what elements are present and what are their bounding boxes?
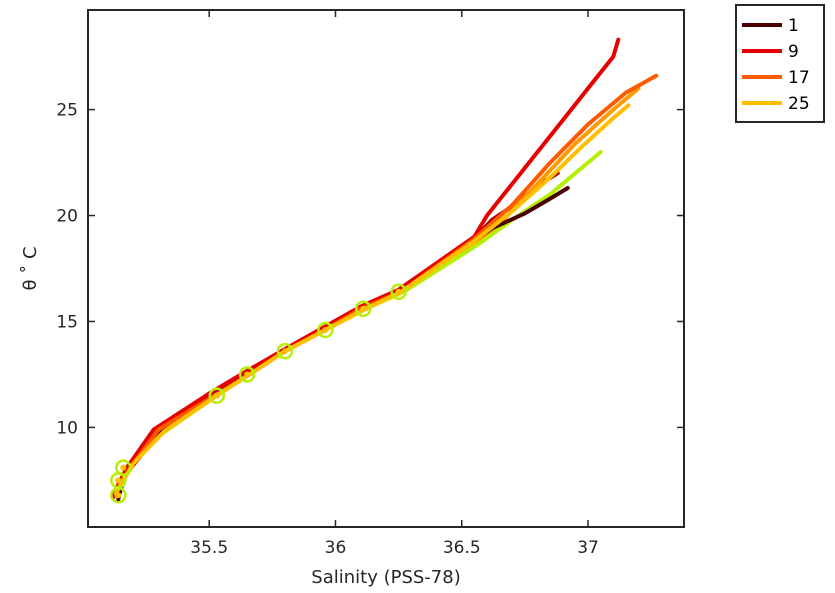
- series-line-25: [113, 103, 631, 496]
- series-line-1: [116, 186, 570, 502]
- x-axis-label: Salinity (PSS-78): [311, 567, 460, 588]
- series-layer: [111, 37, 659, 502]
- x-tick-label: 36: [325, 538, 347, 558]
- bottle-marker-dot-7: [322, 326, 329, 333]
- bottle-marker-6: [276, 342, 294, 360]
- x-tick-label: 37: [577, 538, 599, 558]
- bottle-marker-dot-4: [213, 392, 220, 399]
- profile-line-2: [113, 86, 641, 498]
- x-tick-label: 35.5: [190, 538, 228, 558]
- x-tick-label: 36.5: [443, 538, 481, 558]
- bottle-marker-8: [355, 300, 372, 318]
- bottle-marker-5: [238, 366, 256, 383]
- bottle-marker-7: [317, 321, 334, 339]
- axes-box: [87, 9, 685, 528]
- legend-label-17: 17: [788, 68, 810, 88]
- y-tick-label: 15: [56, 312, 78, 332]
- bottle-marker-dot-2: [115, 477, 122, 484]
- tick-layer: 35.5 36 36.5 37 10 15 20 25: [56, 10, 684, 558]
- bottle-marker-dot-5: [244, 371, 251, 378]
- bottle-marker-dot-3: [120, 464, 127, 471]
- profile-line-3: [113, 150, 603, 493]
- y-tick-label: 10: [56, 418, 78, 438]
- bottle-marker-dot-9: [395, 288, 402, 295]
- series-line-17: [113, 73, 659, 498]
- y-axis-label: θ ˚ C: [20, 246, 41, 290]
- legend-label-9: 9: [788, 42, 799, 62]
- bottle-marker-dot-6: [281, 348, 288, 355]
- bottle-marker-9: [390, 283, 407, 301]
- bottle-marker-4: [208, 387, 226, 404]
- y-tick-label: 25: [56, 101, 78, 121]
- series-line-9: [111, 37, 621, 500]
- bottle-marker-dot-1: [115, 492, 122, 499]
- legend-label-25: 25: [788, 94, 810, 114]
- y-tick-label: 20: [56, 207, 78, 227]
- marker-layer: [110, 283, 407, 504]
- bottle-marker-3: [115, 459, 132, 476]
- bottle-marker-dot-8: [360, 305, 367, 312]
- legend-label-1: 1: [788, 16, 799, 36]
- legend: 1 9 17 25: [735, 4, 825, 123]
